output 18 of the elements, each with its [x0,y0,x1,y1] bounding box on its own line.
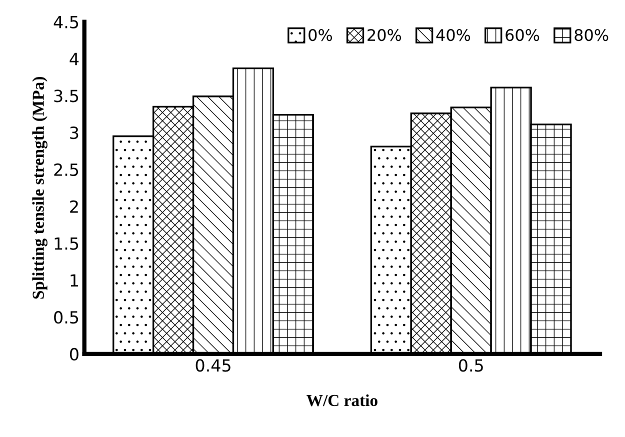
y-axis-title: Splitting tensile strength (MPa) [32,76,48,299]
y-tick-label: 2 [70,200,78,213]
y-tick-label: 4 [70,52,79,66]
y-tick-label: 4.5 [54,16,78,28]
legend-label: 80% [574,29,608,42]
y-tick-label: 3 [70,126,78,140]
x-tick-label: 0.45 [196,359,230,372]
legend-label: 20% [368,29,402,42]
y-tick-label: 1 [70,274,78,286]
y-tick-label: 0.5 [54,311,78,324]
legend-label: 40% [436,29,470,42]
y-tick-label: 0 [70,348,78,361]
y-tick-label: 3.5 [54,90,78,102]
y-tick-label: 1.5 [54,237,78,250]
y-tick-label: 2.5 [54,163,78,176]
legend-label: 60% [506,29,540,42]
legend-label: 0% [308,29,332,42]
x-axis-title: W/C ratio [306,394,378,406]
